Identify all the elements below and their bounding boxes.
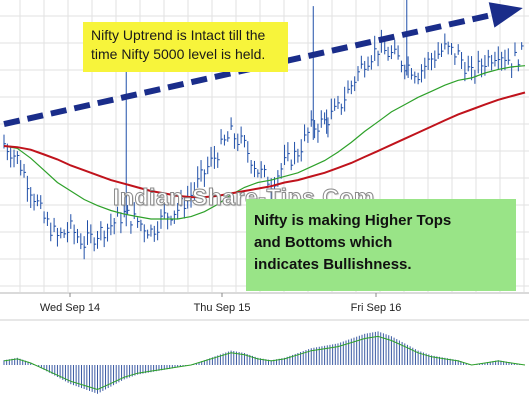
trend-note: Nifty Uptrend is Intact till the time Ni… xyxy=(83,22,288,72)
x-tick-label: Fri Sep 16 xyxy=(351,302,402,314)
moving-averages xyxy=(3,65,526,220)
trend-note-line2: time Nifty 5000 level is held. xyxy=(91,46,266,62)
histogram-signal-line xyxy=(3,335,526,391)
oscillator-panel xyxy=(3,331,526,394)
trend-arrow xyxy=(3,2,523,128)
x-tick-label: Thu Sep 15 xyxy=(194,302,251,314)
pattern-note-line1: Nifty is making Higher Tops xyxy=(254,212,452,229)
pattern-note: Nifty is making Higher Tops and Bottoms … xyxy=(246,199,516,291)
pattern-note-line3: indicates Bullishness. xyxy=(254,256,412,273)
pattern-note-line2: and Bottoms which xyxy=(254,234,393,251)
x-axis-ticks: Wed Sep 14 Thu Sep 15 Fri Sep 16 xyxy=(40,293,402,314)
slow-moving-average xyxy=(3,91,526,199)
trend-note-line1: Nifty Uptrend is Intact till the xyxy=(91,27,266,43)
x-tick-label: Wed Sep 14 xyxy=(40,302,100,314)
trend-line xyxy=(3,6,516,128)
fast-moving-average xyxy=(3,65,526,220)
trend-arrowhead xyxy=(488,2,523,28)
